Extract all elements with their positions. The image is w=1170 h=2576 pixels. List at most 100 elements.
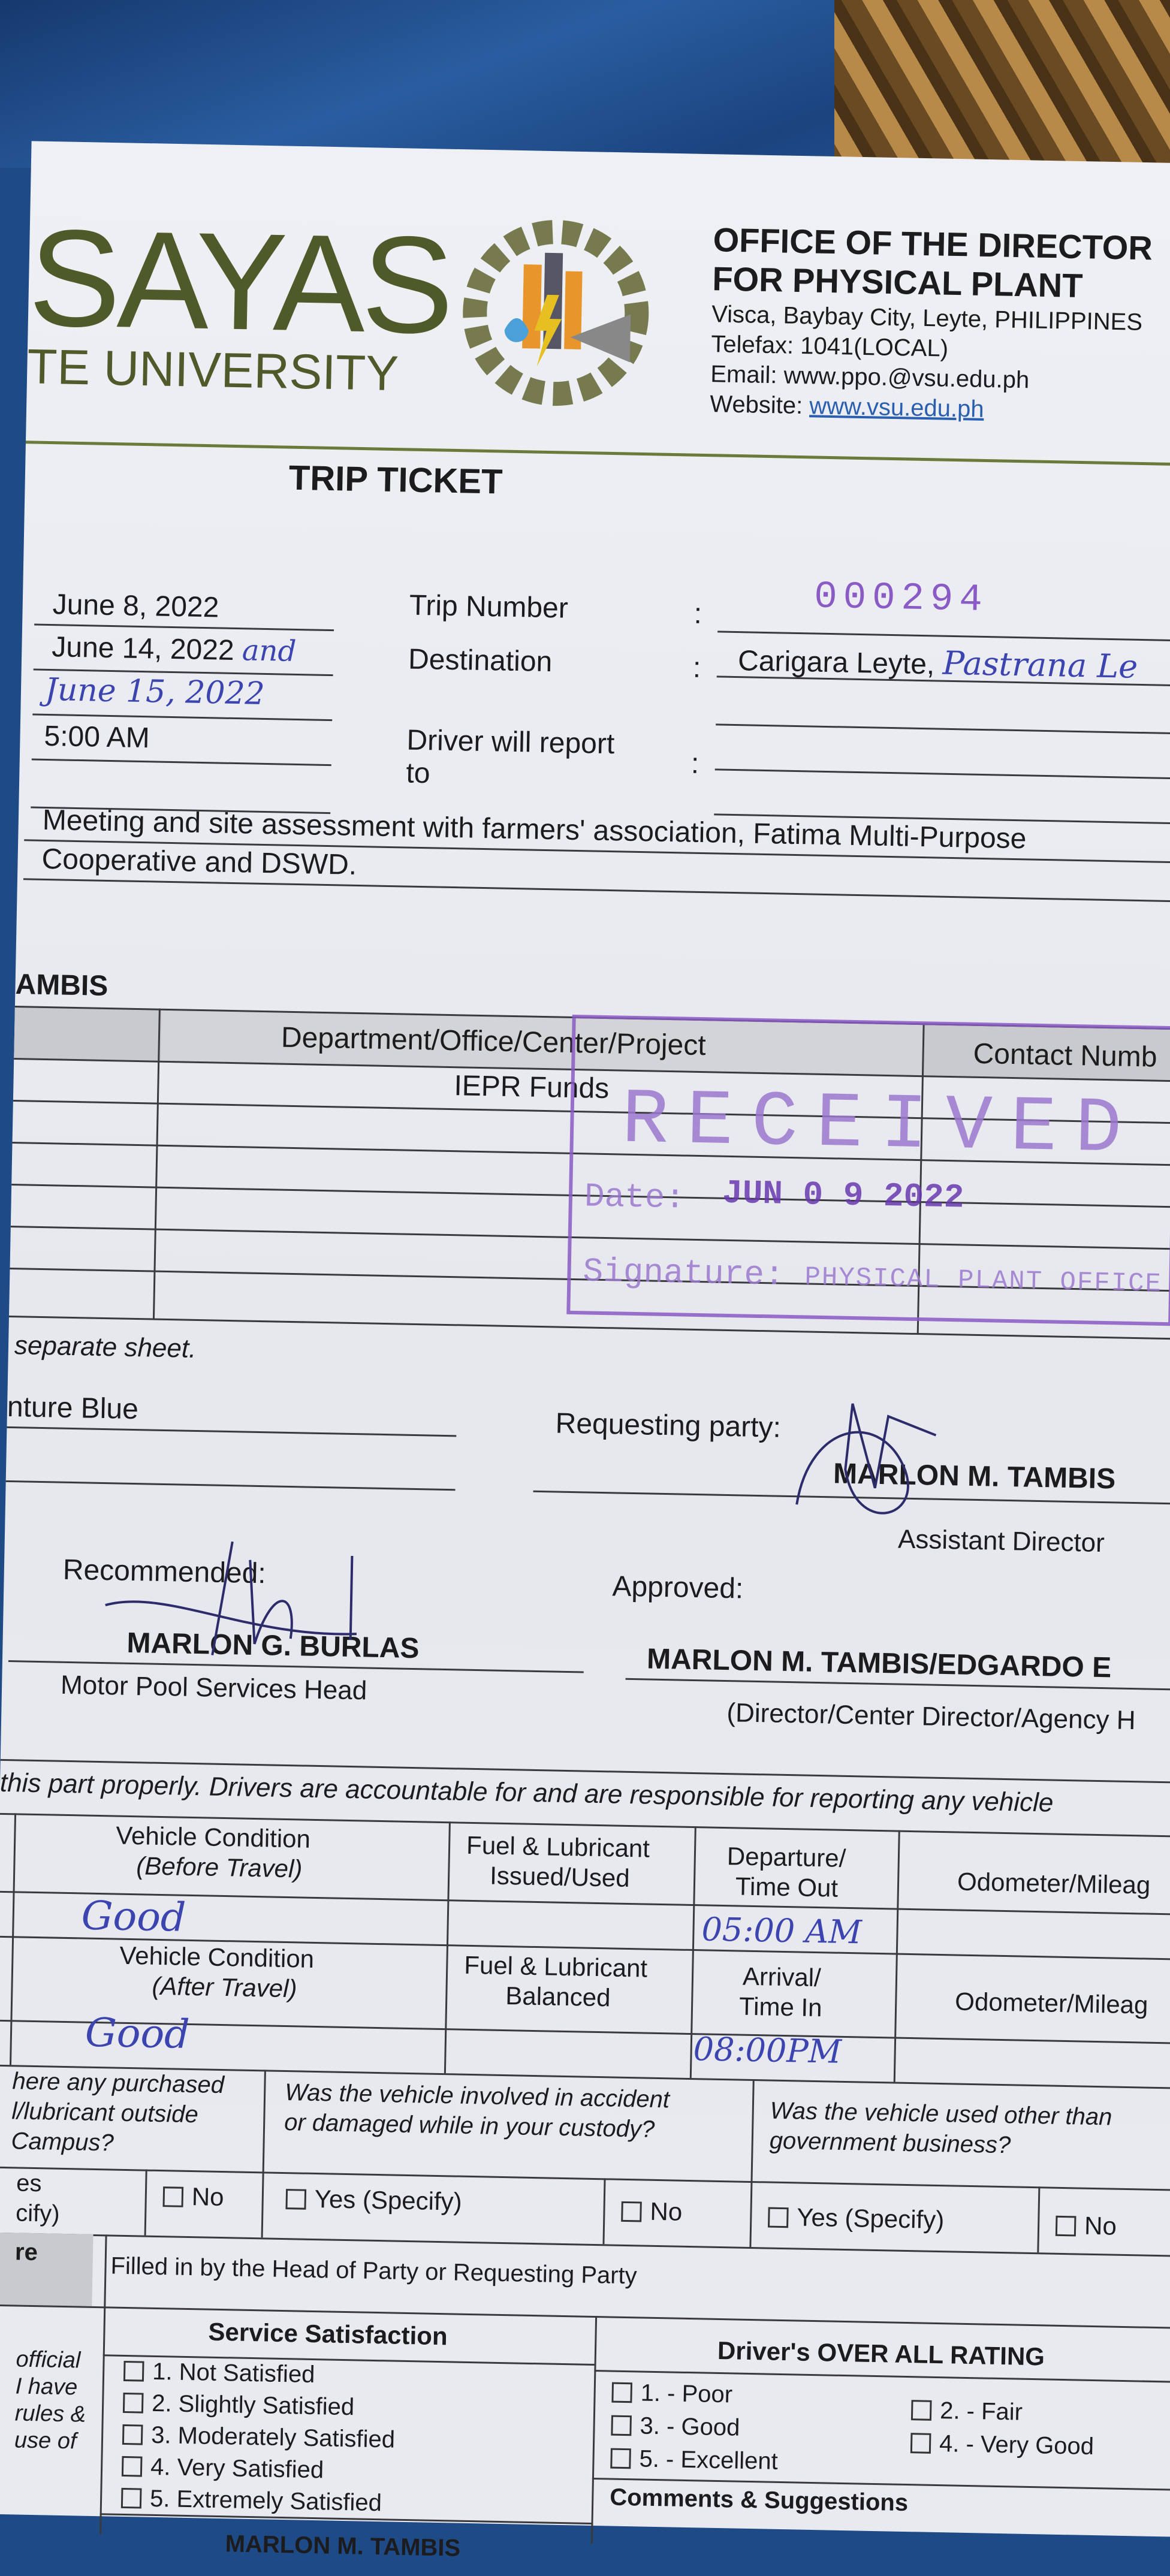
option-label: 1. - Poor	[640, 2379, 733, 2408]
condition-before-value: Good	[81, 1892, 186, 1941]
header-condition-after: Vehicle Condition	[119, 1941, 315, 1973]
document-title: TRIP TICKET	[288, 458, 503, 502]
header-odometer-2: Odometer/Mileag	[954, 1987, 1148, 2019]
comments-title: Comments & Suggestions	[609, 2484, 909, 2517]
condition-after-value: Good	[85, 2009, 191, 2058]
header-fuel-issued-sub: Issued/Used	[489, 1861, 631, 1893]
rating-option-5[interactable]: 5. - Excellent	[610, 2445, 778, 2475]
q1-line3: Campus?	[11, 2128, 114, 2156]
date-1: June 8, 2022	[52, 589, 219, 624]
q3-yes-checkbox[interactable]: Yes (Specify)	[768, 2203, 945, 2235]
destination-label: Destination	[408, 643, 553, 678]
rating-option-3[interactable]: 3. - Good	[611, 2412, 740, 2442]
departure-time: 5:00 AM	[44, 720, 150, 755]
date-2-text: June 14, 2022	[51, 631, 235, 666]
option-label: 2. Slightly Satisfied	[151, 2390, 355, 2421]
q2-line1: Was the vehicle involved in accident	[284, 2079, 670, 2113]
option-label: 2. - Fair	[939, 2397, 1023, 2426]
date-2: June 14, 2022 and	[52, 630, 297, 668]
side-text: rules &	[14, 2400, 86, 2427]
driver-accountability-note: this part properly. Drivers are accounta…	[0, 1767, 1054, 1818]
q2-no-label: No	[650, 2197, 683, 2226]
destination-handwritten: Pastrana Le	[942, 644, 1138, 686]
header-arrival-sub: Time In	[738, 1992, 823, 2022]
q1-line1: here any purchased	[12, 2068, 225, 2099]
service-satisfaction-title: Service Satisfaction	[208, 2317, 448, 2351]
office-website: Website: www.vsu.edu.ph	[710, 391, 984, 423]
trip-ticket-document: SAYAS TE UNIVERSITY OFFICE OF THE DIRECT…	[0, 141, 1170, 2562]
date-2-handwritten: and	[242, 634, 297, 668]
website-label: Website:	[709, 391, 803, 420]
trip-number-value: 000294	[813, 575, 989, 623]
q3-yes-label: Yes (Specify)	[796, 2203, 945, 2234]
option-label: 4. - Very Good	[939, 2430, 1094, 2460]
rating-option-1[interactable]: 1. - Poor	[611, 2379, 732, 2409]
purpose-line-2: Cooperative and DSWD.	[41, 843, 357, 881]
website-link[interactable]: www.vsu.edu.ph	[809, 393, 985, 423]
header-fuel-balanced: Fuel & Lubricant	[463, 1950, 648, 1983]
service-option-2[interactable]: 2. Slightly Satisfied	[122, 2390, 355, 2421]
header-odometer: Odometer/Mileag	[957, 1867, 1151, 1899]
option-label: 5. - Excellent	[639, 2445, 779, 2475]
header-divider	[25, 441, 1170, 467]
logo-subtitle: TE UNIVERSITY	[26, 339, 399, 402]
trip-number-label: Trip Number	[409, 589, 569, 625]
q3-no-checkbox[interactable]: No	[1055, 2211, 1117, 2241]
colon: :	[690, 747, 699, 780]
approved-name: MARLON M. TAMBIS/EDGARDO E	[646, 1643, 1112, 1684]
option-label: 5. Extremely Satisfied	[149, 2485, 382, 2517]
arrival-time-value: 08:00PM	[693, 2030, 842, 2071]
filled-by-note: Filled in by the Head of Party or Reques…	[110, 2252, 638, 2290]
option-label: 4. Very Satisfied	[150, 2453, 324, 2484]
q3-no-label: No	[1084, 2211, 1117, 2240]
header-condition-before-sub: (Before Travel)	[135, 1851, 303, 1883]
q2-yes-checkbox[interactable]: Yes (Specify)	[285, 2184, 462, 2216]
separate-sheet-note: separate sheet.	[14, 1331, 197, 1364]
destination-text: Carigara Leyte,	[737, 645, 935, 681]
feedback-left-label: re	[14, 2239, 38, 2266]
side-text: official	[16, 2346, 81, 2373]
vehicle-fragment: nture Blue	[7, 1390, 139, 1426]
departure-time-value: 05:00 AM	[701, 1910, 863, 1951]
approved-title: (Director/Center Director/Agency H	[726, 1698, 1136, 1736]
header-fuel-balanced-sub: Balanced	[505, 1981, 611, 2012]
received-stamp: RECEIVED Date: JUN 0 9 2022 Signature: P…	[566, 1014, 1170, 1326]
q1-yes-fragment: es	[16, 2170, 42, 2197]
driver-report-label: Driver will report	[406, 724, 615, 761]
background-wicker	[834, 0, 1170, 180]
service-option-4[interactable]: 4. Very Satisfied	[121, 2453, 324, 2484]
physical-plant-seal-icon	[463, 220, 649, 406]
service-option-3[interactable]: 3. Moderately Satisfied	[122, 2421, 396, 2454]
rating-option-4[interactable]: 4. - Very Good	[910, 2430, 1094, 2460]
header-arrival: Arrival/	[742, 1962, 822, 1992]
option-label: 3. Moderately Satisfied	[150, 2421, 396, 2453]
approved-label: Approved:	[612, 1570, 744, 1605]
side-text: I have	[15, 2373, 78, 2400]
q1-line2: l/lubricant outside	[11, 2098, 199, 2128]
stamp-date: JUN 0 9 2022	[722, 1174, 964, 1217]
side-text: use of	[14, 2427, 77, 2454]
header-condition-after-sub: (After Travel)	[152, 1971, 297, 2003]
q1-no-checkbox[interactable]: No	[162, 2182, 224, 2212]
passenger-name-fragment: AMBIS	[15, 969, 108, 1003]
option-label: 1. Not Satisfied	[152, 2358, 315, 2388]
stamp-received: RECEIVED	[621, 1076, 1141, 1175]
stamp-office: PHYSICAL PLANT OFFICE	[804, 1262, 1163, 1299]
option-label: 3. - Good	[640, 2412, 740, 2441]
header-departure-sub: Time Out	[735, 1872, 839, 1902]
service-option-1[interactable]: 1. Not Satisfied	[123, 2358, 315, 2388]
q2-no-checkbox[interactable]: No	[621, 2197, 683, 2227]
requesting-signature	[795, 1403, 937, 1515]
stamp-date-label: Date:	[584, 1177, 686, 1218]
rating-option-2[interactable]: 2. - Fair	[910, 2397, 1023, 2426]
q2-yes-label: Yes (Specify)	[314, 2185, 463, 2216]
date-3-handwritten: June 15, 2022	[44, 671, 266, 712]
q1-no-label: No	[191, 2182, 224, 2212]
q3-line2: government business?	[769, 2127, 1011, 2159]
office-address: Visca, Baybay City, Leyte, PHILIPPINES	[711, 301, 1143, 336]
stamp-signature-label: Signature:	[582, 1252, 785, 1295]
q3-line1: Was the vehicle used other than	[770, 2097, 1112, 2131]
service-option-5[interactable]: 5. Extremely Satisfied	[120, 2485, 382, 2517]
header-fuel-issued: Fuel & Lubricant	[466, 1830, 650, 1863]
header-condition-before: Vehicle Condition	[115, 1821, 311, 1853]
